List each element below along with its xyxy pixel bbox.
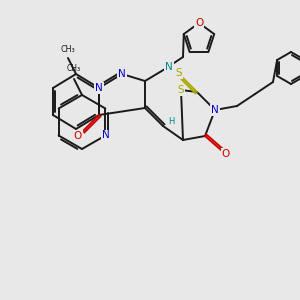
Text: H: H <box>174 67 180 76</box>
Text: O: O <box>195 18 203 28</box>
Text: N: N <box>101 130 109 140</box>
Text: N: N <box>165 62 173 72</box>
Text: O: O <box>222 149 230 159</box>
Text: O: O <box>74 131 82 141</box>
Text: N: N <box>95 83 103 93</box>
Text: H: H <box>168 118 174 127</box>
Text: S: S <box>176 68 182 78</box>
Text: N: N <box>211 105 219 115</box>
Text: N: N <box>118 69 126 79</box>
Text: CH₃: CH₃ <box>67 64 81 73</box>
Text: S: S <box>178 85 184 95</box>
Text: CH₃: CH₃ <box>61 46 75 55</box>
